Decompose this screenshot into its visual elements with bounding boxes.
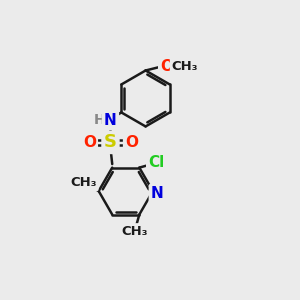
Text: O: O [125, 135, 138, 150]
Text: O: O [83, 135, 96, 150]
Text: S: S [104, 134, 117, 152]
Text: Cl: Cl [148, 155, 164, 170]
Text: N: N [151, 186, 164, 201]
Text: CH₃: CH₃ [122, 225, 148, 238]
Text: O: O [160, 58, 173, 74]
Text: CH₃: CH₃ [70, 176, 97, 189]
Text: H: H [94, 113, 106, 127]
Text: N: N [104, 113, 117, 128]
Text: CH₃: CH₃ [172, 60, 198, 73]
